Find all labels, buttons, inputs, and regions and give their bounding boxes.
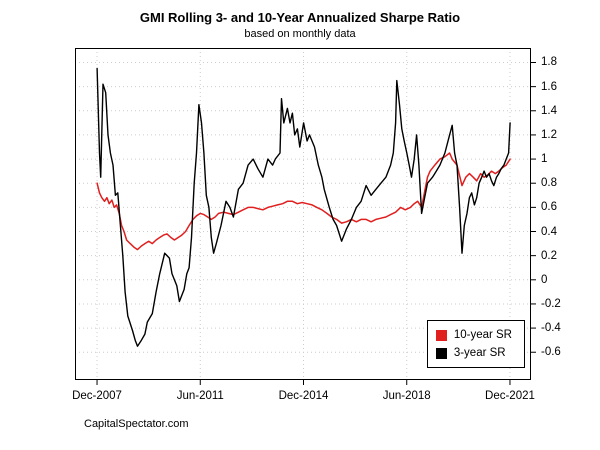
x-tick-label: Dec-2007 bbox=[72, 390, 122, 402]
x-tick-label: Dec-2014 bbox=[278, 390, 329, 402]
legend-label-10-year: 10-year SR bbox=[453, 329, 512, 341]
x-tick-label: Jun-2018 bbox=[382, 390, 431, 402]
legend-item-10-year: 10-year SR bbox=[435, 326, 512, 344]
y-tick-label: 1 bbox=[541, 153, 548, 166]
plot-area: 10-year SR 3-year SR bbox=[75, 48, 536, 385]
y-tick-label: 0.8 bbox=[541, 177, 557, 190]
legend-label-3-year: 3-year SR bbox=[453, 347, 506, 359]
x-tick-label: Jun-2011 bbox=[176, 390, 224, 402]
y-tick-label: 0.4 bbox=[541, 225, 557, 238]
y-tick-label: 0 bbox=[541, 273, 548, 286]
legend-swatch-10-year bbox=[435, 329, 447, 341]
y-tick-label: -0.4 bbox=[541, 322, 561, 335]
y-tick-label: 0.6 bbox=[541, 201, 557, 214]
series-line-3-year-sr bbox=[96, 67, 511, 347]
series-line-10-year-sr bbox=[96, 152, 511, 251]
legend-item-3-year: 3-year SR bbox=[435, 344, 512, 362]
plot-frame bbox=[75, 48, 531, 380]
chart-subtitle: based on monthly data bbox=[244, 28, 356, 40]
legend-swatch-3-year bbox=[435, 347, 447, 359]
y-tick-label: -0.6 bbox=[541, 346, 561, 359]
y-tick-label: 1.4 bbox=[541, 104, 557, 117]
y-tick-label: 1.2 bbox=[541, 128, 557, 141]
y-tick-label: 0.2 bbox=[541, 249, 557, 262]
source-credit: CapitalSpectator.com bbox=[84, 418, 189, 430]
x-tick-label: Dec-2021 bbox=[485, 390, 535, 402]
y-tick-label: 1.8 bbox=[541, 56, 557, 69]
y-tick-label: 1.6 bbox=[541, 80, 557, 93]
chart-title: GMI Rolling 3- and 10-Year Annualized Sh… bbox=[139, 10, 461, 25]
y-tick-label: -0.2 bbox=[541, 297, 561, 310]
legend: 10-year SR 3-year SR bbox=[426, 320, 525, 368]
